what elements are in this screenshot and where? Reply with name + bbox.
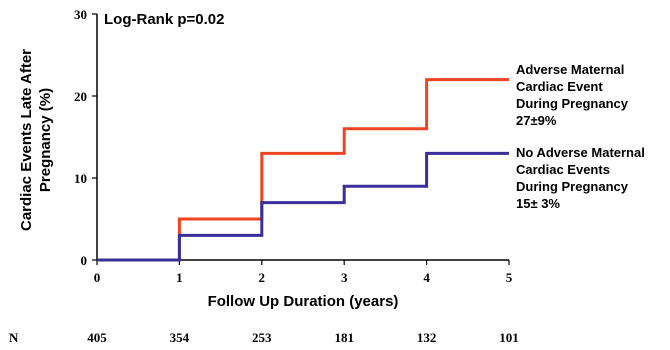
series-lines [97, 78, 509, 262]
y-axis-label-line-2: Pregnancy (%) [37, 88, 54, 192]
at-risk-row: N 405 354 253 181 132 101 [9, 330, 519, 345]
y-axis-label-line-1: Cardiac Events Late After [18, 49, 35, 231]
x-axis-label: Follow Up Duration (years) [208, 293, 399, 310]
y-axis-label: Cardiac Events Late After Pregnancy (%) [18, 49, 54, 231]
x-tick-label: 1 [176, 270, 183, 285]
tick-labels: 0 10 20 30 0 1 2 3 4 5 [74, 7, 513, 285]
x-tick-label: 0 [94, 270, 101, 285]
series-label-2-line-3: During Pregnancy [516, 179, 629, 194]
at-risk-value: 253 [252, 330, 272, 345]
at-risk-value: 181 [334, 330, 354, 345]
series-label-1-line-3: During Pregnancy [516, 96, 629, 111]
x-tick-label: 5 [506, 270, 513, 285]
series-label-2-line-4: 15± 3% [516, 196, 560, 211]
x-tick-label: 2 [259, 270, 266, 285]
series-line-1 [97, 78, 509, 262]
at-risk-value: 132 [417, 330, 437, 345]
series-label-2-line-2: Cardiac Events [516, 162, 610, 177]
series-label-1-line-2: Cardiac Event [516, 79, 603, 94]
axes [92, 13, 510, 265]
x-tick-label: 4 [423, 270, 430, 285]
y-tick-label: 10 [74, 171, 87, 186]
at-risk-value: 354 [170, 330, 190, 345]
y-tick-label: 30 [74, 7, 87, 22]
at-risk-value: 101 [499, 330, 519, 345]
series-label-1-line-4: 27±9% [516, 113, 557, 128]
series-label-1-line-1: Adverse Maternal [516, 62, 624, 77]
y-tick-label: 0 [81, 253, 88, 268]
x-tick-label: 3 [341, 270, 348, 285]
at-risk-value: 405 [87, 330, 107, 345]
series-label-2-line-1: No Adverse Maternal [516, 145, 645, 160]
at-risk-label: N [9, 330, 19, 345]
y-tick-label: 20 [74, 89, 87, 104]
log-rank-annotation: Log-Rank p=0.02 [104, 11, 224, 28]
series-line-2 [97, 151, 509, 262]
series-labels: Adverse Maternal Cardiac Event During Preg… [516, 62, 645, 211]
